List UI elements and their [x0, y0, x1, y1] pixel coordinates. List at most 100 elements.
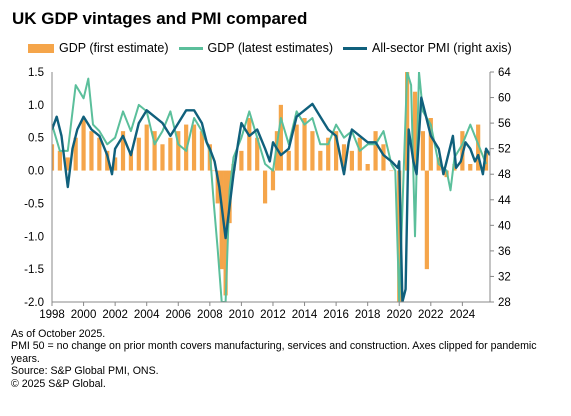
- x-axis-tick-label: 2000: [71, 309, 97, 321]
- gdp-first-bar: [310, 131, 315, 171]
- note-pmi: PMI 50 = no change on prior month covers…: [11, 340, 537, 365]
- gdp-first-bar: [152, 131, 157, 171]
- x-axis-tick-label: 2018: [355, 309, 381, 321]
- x-axis-tick-label: 2010: [229, 309, 255, 321]
- gdp-first-bar: [452, 164, 457, 171]
- gdp-first-bar: [349, 150, 354, 171]
- right-axis-tick-label: 44: [498, 195, 511, 207]
- gdp-first-bar: [57, 150, 62, 171]
- left-axis-tick-label: -0.5: [24, 198, 44, 210]
- gdp-first-bar: [65, 157, 70, 171]
- gdp-first-bar: [341, 144, 347, 171]
- left-axis-tick-label: 1.0: [28, 100, 44, 112]
- legend-label-pmi: All-sector PMI (right axis): [372, 41, 512, 55]
- gdp-first-bar: [302, 118, 307, 171]
- pmi-line: [52, 96, 490, 302]
- x-axis-tick-label: 2012: [260, 309, 286, 321]
- legend-swatch-pmi: [343, 46, 368, 50]
- right-axis-tick-label: 36: [498, 246, 511, 258]
- right-axis-tick-label: 40: [498, 220, 511, 232]
- gdp-first-bar: [73, 137, 78, 171]
- gdp-first-bar: [113, 157, 118, 171]
- gdp-first-bar: [334, 131, 339, 171]
- gdp-first-bar: [211, 170, 216, 172]
- gdp-first-bar: [468, 164, 473, 171]
- gdp-first-bar: [105, 150, 110, 171]
- gdp-first-bar: [136, 137, 141, 171]
- gdp-first-bar: [255, 137, 260, 171]
- legend-label-gdp-first: GDP (first estimate): [59, 41, 169, 55]
- legend-swatch-gdp-latest: [178, 46, 203, 50]
- gdp-first-bar: [176, 131, 181, 171]
- x-axis-tick-label: 2014: [292, 309, 318, 321]
- right-axis-tick-label: 52: [498, 144, 511, 156]
- gdp-first-bar: [191, 124, 197, 171]
- gdp-first-bar: [326, 137, 331, 171]
- gdp-first-bar: [215, 170, 220, 204]
- gdp-first-bar: [365, 164, 370, 171]
- gdp-first-bar: [286, 150, 291, 171]
- gdp-first-bar: [294, 124, 299, 171]
- gdp-first-bar: [247, 118, 252, 171]
- gdp-first-bar: [373, 131, 378, 171]
- x-axis-tick-label: 1998: [39, 309, 65, 321]
- gdp-first-bar: [318, 150, 323, 171]
- note-source: Source: S&P Global PMI, ONS.: [11, 365, 159, 378]
- right-axis-tick-label: 48: [498, 169, 511, 181]
- gdp-first-bar: [120, 131, 126, 171]
- left-axis-tick-label: -1.0: [24, 231, 44, 243]
- legend-item-gdp-latest: GDP (latest estimates): [178, 41, 334, 55]
- left-axis-tick-label: 0.0: [28, 166, 44, 178]
- gdp-first-bar: [239, 150, 244, 171]
- x-axis-tick-label: 2004: [134, 309, 160, 321]
- gdp-first-bar: [270, 170, 276, 191]
- gdp-first-bar: [381, 144, 386, 171]
- gdp-first-bar: [278, 104, 283, 171]
- legend-item-gdp-first: GDP (first estimate): [28, 41, 169, 55]
- x-axis-tick-label: 2020: [386, 309, 412, 321]
- x-axis-tick-label: 2008: [197, 309, 223, 321]
- gdp-first-bar: [397, 170, 402, 302]
- note-as-of: As of October 2025.: [11, 328, 106, 340]
- chart-notes: As of October 2025. PMI 50 = no change o…: [11, 328, 561, 390]
- right-axis-tick-label: 32: [498, 271, 511, 283]
- gdp-first-bar: [144, 124, 149, 171]
- gdp-first-bar: [428, 118, 433, 171]
- legend-swatch-gdp-first: [28, 43, 54, 53]
- gdp-first-bar: [389, 170, 394, 172]
- note-copyright: © 2025 S&P Global.: [11, 377, 106, 390]
- chart-legend: GDP (first estimate) GDP (latest estimat…: [28, 40, 522, 56]
- plot-area: [52, 72, 490, 302]
- right-axis-tick-label: 60: [498, 93, 511, 105]
- gdp-first-bar: [424, 170, 429, 270]
- gdp-first-bar: [405, 72, 410, 171]
- gdp-first-bar: [262, 170, 268, 204]
- left-axis-tick-label: 1.5: [28, 67, 44, 79]
- x-axis-tick-label: 2006: [165, 309, 191, 321]
- left-axis-tick-label: -2.0: [24, 297, 44, 309]
- gdp-first-bar: [128, 150, 134, 171]
- chart-title: UK GDP vintages and PMI compared: [12, 9, 308, 28]
- x-axis-tick-label: 2002: [102, 309, 128, 321]
- gdp-first-bar: [483, 150, 489, 171]
- gdp-first-bar: [89, 131, 94, 171]
- gdp-first-bar: [357, 137, 362, 171]
- gdp-first-bar: [420, 131, 426, 171]
- x-axis-tick-label: 2022: [418, 309, 444, 321]
- gdp-first-bar: [81, 118, 86, 171]
- gdp-first-bar: [199, 131, 205, 171]
- gdp-first-bar: [160, 144, 165, 171]
- x-axis-tick-label: 2024: [450, 309, 476, 321]
- legend-label-gdp-latest: GDP (latest estimates): [207, 41, 334, 55]
- left-axis-tick-label: 0.5: [28, 133, 44, 145]
- x-axis-tick-label: 2016: [323, 309, 349, 321]
- gdp-first-bar: [412, 91, 418, 171]
- left-axis-tick-label: -1.5: [24, 264, 44, 276]
- gdp-first-bar: [52, 144, 55, 171]
- right-axis-tick-label: 64: [498, 67, 511, 79]
- gdp-first-bar: [219, 170, 224, 270]
- legend-item-pmi: All-sector PMI (right axis): [343, 41, 512, 55]
- gdp-first-bar: [476, 124, 481, 171]
- right-axis-tick-label: 56: [498, 118, 511, 130]
